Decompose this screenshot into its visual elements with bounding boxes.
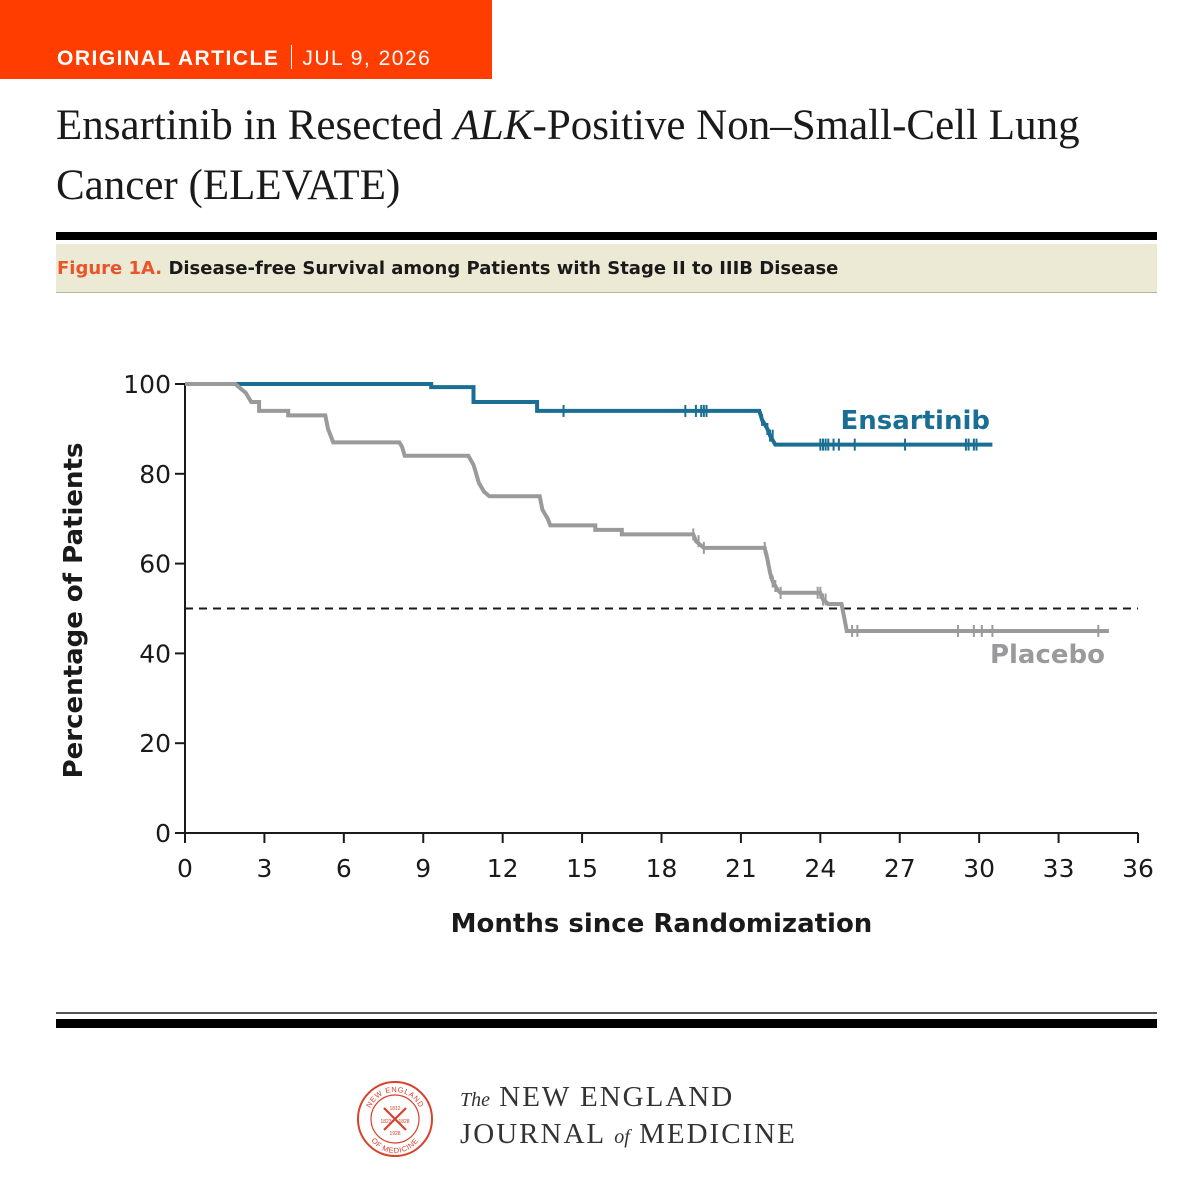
x-tick-label: 0 bbox=[177, 854, 193, 883]
figure-label: Figure 1A. bbox=[57, 258, 163, 279]
article-kind: ORIGINAL ARTICLE bbox=[57, 47, 280, 70]
article-date: JUL 9, 2026 bbox=[302, 47, 432, 70]
title-part-2: -Positive Non–Small-Cell Lung Cancer (EL… bbox=[56, 102, 1080, 209]
figure-caption-bar: Figure 1A. Disease-free Survival among P… bbox=[56, 244, 1157, 293]
y-tick-label: 100 bbox=[123, 370, 171, 399]
figure-caption-text: Disease-free Survival among Patients wit… bbox=[168, 258, 839, 279]
y-tick-label: 40 bbox=[139, 639, 171, 668]
x-tick-label: 24 bbox=[804, 854, 836, 883]
seal-year-2: 1823 bbox=[380, 1119, 391, 1125]
banner-text: ORIGINAL ARTICLE JUL 9, 2026 bbox=[57, 45, 431, 71]
x-tick-label: 21 bbox=[725, 854, 757, 883]
seal-year-4: 1928 bbox=[389, 1131, 400, 1137]
placebo-label: Placebo bbox=[990, 640, 1105, 670]
top-rule bbox=[56, 232, 1157, 240]
journal-name: The NEW ENGLAND JOURNAL of MEDICINE bbox=[460, 1080, 797, 1154]
bottom-thin-rule bbox=[56, 1012, 1157, 1014]
figure-caption: Figure 1A. Disease-free Survival among P… bbox=[57, 258, 838, 279]
x-tick-label: 12 bbox=[487, 854, 519, 883]
article-type-banner: ORIGINAL ARTICLE JUL 9, 2026 bbox=[0, 0, 492, 79]
x-tick-label: 27 bbox=[884, 854, 916, 883]
journal-of: of bbox=[614, 1126, 630, 1148]
y-tick-label: 80 bbox=[139, 460, 171, 489]
x-tick-label: 33 bbox=[1043, 854, 1075, 883]
journal-line-1: NEW ENGLAND bbox=[499, 1081, 735, 1113]
x-tick-label: 15 bbox=[566, 854, 598, 883]
survival-chart: 0 3 6 9 12 15 18 21 24 27 30 33 36020406080100Months… bbox=[59, 370, 1154, 939]
x-tick-label: 18 bbox=[646, 854, 678, 883]
x-tick-label: 3 bbox=[256, 854, 272, 883]
seal-year-3: 1828 bbox=[398, 1119, 409, 1125]
bottom-rule bbox=[56, 1019, 1157, 1028]
x-tick-label: 36 bbox=[1122, 854, 1154, 883]
seal-year-1: 1812 bbox=[389, 1106, 400, 1112]
journal-line-2b: MEDICINE bbox=[639, 1118, 797, 1150]
y-tick-label: 60 bbox=[139, 550, 171, 579]
placebo-curve bbox=[185, 382, 1109, 633]
title-part-1: Ensartinib in Resected bbox=[56, 102, 454, 149]
journal-the: The bbox=[460, 1089, 490, 1111]
series-group bbox=[185, 382, 1109, 637]
article-title: Ensartinib in Resected ALK-Positive Non–… bbox=[56, 96, 1166, 216]
journal-line-2a: JOURNAL bbox=[460, 1118, 606, 1150]
axes bbox=[175, 383, 1139, 843]
banner-separator bbox=[291, 45, 293, 69]
y-tick-label: 20 bbox=[139, 729, 171, 758]
y-tick-label: 0 bbox=[155, 819, 171, 848]
nejm-seal-logo: NEW ENGLAND OF MEDICINE 1812 1823 1828 1… bbox=[357, 1081, 433, 1157]
chart-labels: 0 3 6 9 12 15 18 21 24 27 30 33 36020406080100Months… bbox=[59, 370, 1154, 939]
title-gene: ALK bbox=[453, 102, 533, 149]
x-tick-label: 30 bbox=[963, 854, 995, 883]
x-tick-label: 6 bbox=[336, 854, 352, 883]
x-tick-label: 9 bbox=[415, 854, 431, 883]
x-axis-title: Months since Randomization bbox=[451, 909, 873, 939]
ensartinib-label: Ensartinib bbox=[841, 406, 991, 436]
y-axis-title: Percentage of Patients bbox=[59, 443, 89, 779]
